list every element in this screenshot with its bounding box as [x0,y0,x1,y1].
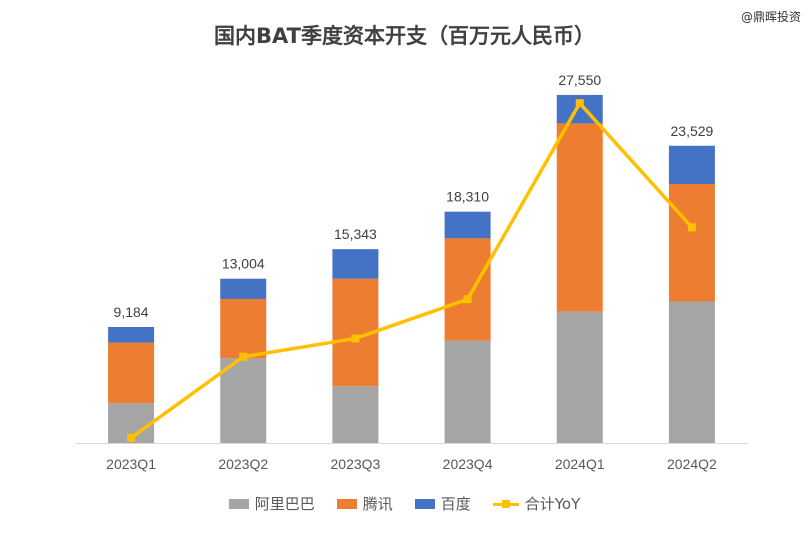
bar-segment-tencent-2023Q1 [108,342,155,404]
legend-item-alibaba: 阿里巴巴 [228,493,315,514]
yoy-point-2024Q1 [575,99,584,108]
bar-segment-baidu-2023Q4 [444,211,491,239]
total-label-2023Q3: 15,343 [334,226,377,242]
watermark: @鼎晖投资 [740,10,801,24]
bar-segment-alibaba-2023Q4 [444,340,491,443]
total-label-2023Q2: 13,004 [222,256,265,272]
total-label-2024Q1: 27,550 [558,72,601,88]
x-tick-label-2024Q1: 2024Q1 [555,456,605,472]
chart-title: 国内BAT季度资本开支（百万元人民币） [214,24,595,48]
x-tick-label-2024Q2: 2024Q2 [667,456,717,472]
legend-label-baidu: 百度 [440,495,471,513]
legend-swatch-baidu [414,498,435,509]
bar-segment-baidu-2023Q3 [332,249,379,279]
bar-segment-alibaba-2023Q3 [332,386,379,443]
legend-swatch-alibaba [228,498,249,509]
x-tick-label-2023Q3: 2023Q3 [331,456,381,472]
legend-label-alibaba: 阿里巴巴 [254,495,315,513]
legend-label-yoy: 合计YoY [524,495,581,513]
bar-segment-tencent-2024Q2 [668,184,715,302]
bar-segment-baidu-2023Q1 [108,326,155,343]
total-label-2023Q4: 18,310 [446,189,489,205]
bar-segment-tencent-2023Q2 [220,298,267,359]
yoy-point-2023Q2 [239,352,248,361]
x-tick-label-2023Q2: 2023Q2 [218,456,268,472]
bar-segment-alibaba-2023Q2 [220,358,267,443]
x-tick-label-2023Q4: 2023Q4 [443,456,493,472]
yoy-point-2023Q1 [127,433,136,442]
bar-segment-tencent-2023Q4 [444,238,491,341]
total-label-2023Q1: 9,184 [114,304,149,320]
legend-item-yoy: 合计YoY [492,493,581,514]
bar-segment-baidu-2023Q2 [220,278,267,299]
yoy-point-2024Q2 [687,223,696,232]
legend: 阿里巴巴 腾讯 百度 合计YoY [0,493,809,514]
bar-segment-tencent-2024Q1 [556,123,603,312]
legend-item-tencent: 腾讯 [336,493,393,514]
total-label-2024Q2: 23,529 [671,123,714,139]
legend-swatch-yoy [492,498,519,510]
legend-label-tencent: 腾讯 [362,495,393,513]
bar-segment-alibaba-2024Q2 [668,301,715,443]
yoy-point-2023Q3 [351,334,360,343]
bar-segment-alibaba-2024Q1 [556,311,603,443]
yoy-line [130,101,694,440]
bar-segment-baidu-2024Q2 [668,145,715,185]
legend-item-baidu: 百度 [414,493,471,514]
x-tick-label-2023Q1: 2023Q1 [106,456,156,472]
legend-swatch-tencent [336,498,357,509]
yoy-point-2023Q4 [463,295,472,304]
